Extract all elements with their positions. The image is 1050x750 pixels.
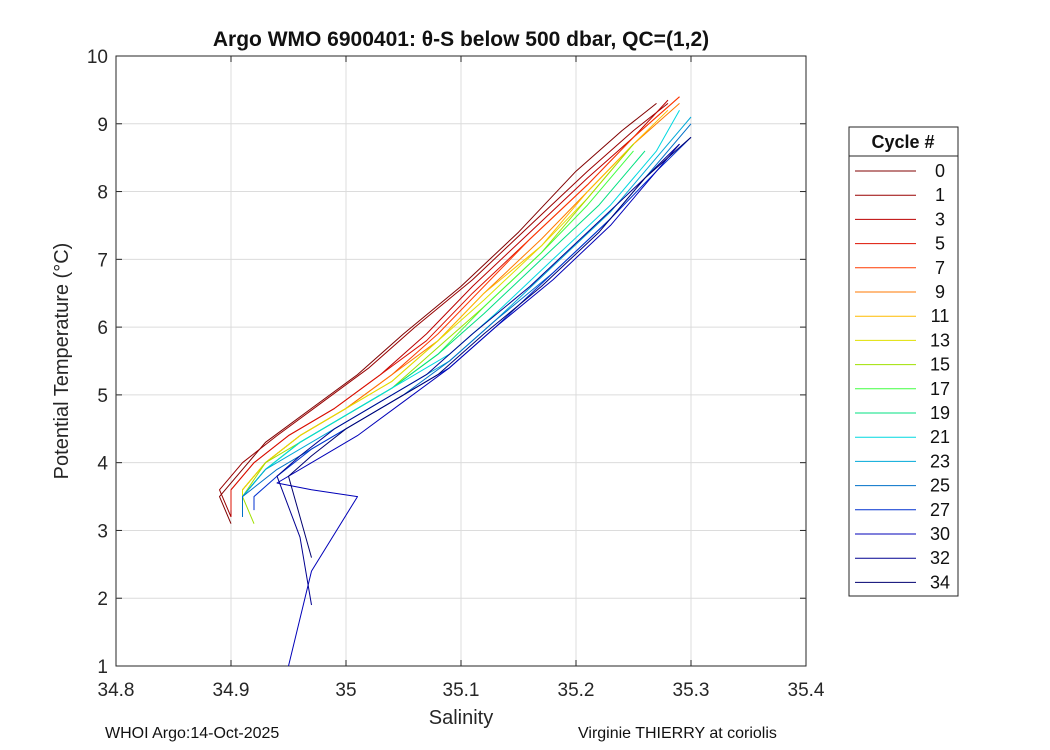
x-tick-label: 35.4: [788, 680, 825, 701]
footer-left: WHOI Argo:14-Oct-2025: [105, 725, 280, 742]
series-cycle-1: [219, 103, 669, 518]
legend-label-19: 19: [930, 403, 950, 423]
y-tick-label: 1: [97, 657, 108, 678]
y-tick-label: 8: [97, 183, 108, 204]
legend-title: Cycle #: [871, 132, 934, 152]
legend-label-25: 25: [930, 476, 950, 496]
y-tick-label: 4: [97, 454, 108, 475]
legend-label-27: 27: [930, 500, 950, 520]
legend-label-7: 7: [935, 258, 945, 278]
legend-label-23: 23: [930, 451, 950, 471]
series-cycle-0: [219, 103, 657, 524]
legend-label-15: 15: [930, 355, 950, 375]
y-tick-label: 9: [97, 115, 108, 136]
x-axis-label: Salinity: [429, 707, 493, 729]
y-tick-label: 5: [97, 386, 108, 407]
series-cycle-32: [276, 143, 680, 606]
legend-label-17: 17: [930, 379, 950, 399]
legend-label-3: 3: [935, 209, 945, 229]
y-axis-label: Potential Temperature (°C): [51, 243, 73, 480]
y-tick-label: 3: [97, 521, 108, 542]
y-tick-label: 2: [97, 589, 108, 610]
legend-label-9: 9: [935, 282, 945, 302]
legend-label-21: 21: [930, 427, 950, 447]
axis-ticks: 34.8 34.9 35 35.1 35.2 35.3 35.4 1 2 3 4 5 6 7 8 9 10: [87, 47, 825, 701]
legend-label-11: 11: [931, 306, 950, 326]
legend-label-30: 30: [930, 524, 950, 544]
series-cycle-30: [276, 143, 680, 667]
legend-label-0: 0: [935, 161, 945, 181]
series-cycle-13: [242, 143, 634, 517]
x-tick-label: 35.3: [673, 680, 710, 701]
x-tick-label: 34.8: [98, 680, 135, 701]
legend-label-5: 5: [935, 234, 945, 254]
y-tick-label: 7: [97, 250, 108, 271]
x-tick-label: 35: [335, 680, 356, 701]
footer-right: Virginie THIERRY at coriolis: [578, 725, 777, 742]
y-tick-label: 10: [87, 47, 108, 68]
legend-label-34: 34: [930, 572, 950, 592]
series-cycle-34: [288, 136, 692, 558]
legend-label-32: 32: [930, 548, 950, 568]
chart-title: Argo WMO 6900401: θ-S below 500 dbar, QC…: [213, 28, 709, 51]
series-layer: [219, 96, 692, 667]
legend-box: [848, 126, 959, 597]
x-tick-label: 35.2: [558, 680, 595, 701]
x-tick-label: 34.9: [213, 680, 250, 701]
legend-label-13: 13: [930, 330, 950, 350]
x-tick-label: 35.1: [443, 680, 480, 701]
y-tick-label: 6: [97, 318, 108, 339]
legend-label-1: 1: [935, 185, 945, 205]
